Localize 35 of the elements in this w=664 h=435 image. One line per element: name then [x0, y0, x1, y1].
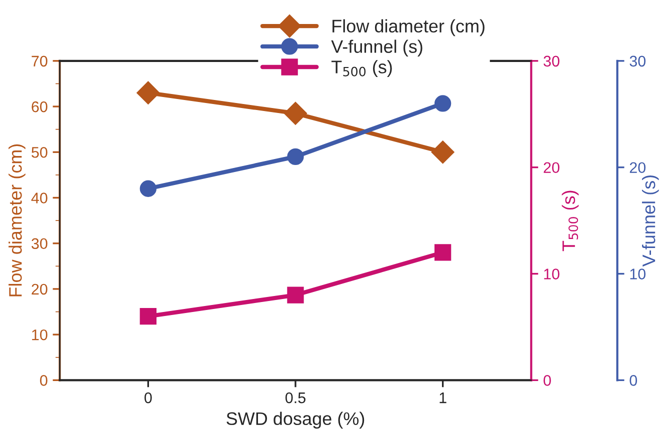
point — [140, 180, 156, 197]
y2-tick-label: 30 — [544, 56, 560, 67]
x-axis-title: SWD dosage (%) — [226, 412, 364, 429]
y-tick-label: 60 — [32, 101, 48, 112]
y3-tick-label: 20 — [630, 162, 646, 174]
y3-tick-label: 10 — [630, 268, 646, 280]
x-tick-label: 1 — [440, 392, 446, 404]
legend-label: T$_{500}$ (s) — [331, 60, 392, 77]
y-tick-label: 70 — [32, 56, 48, 67]
legend-label: V-funnel (s) — [331, 40, 422, 57]
point — [434, 95, 452, 112]
y3-axis-title: V-funnel (s) — [642, 176, 659, 267]
point — [287, 148, 304, 166]
point — [434, 244, 452, 261]
y-tick-label: 0 — [40, 375, 48, 386]
point — [140, 308, 156, 325]
y-tick-label: 10 — [32, 329, 48, 340]
point — [287, 286, 304, 304]
y3-tick-label: 0 — [630, 375, 638, 386]
y-tick-label: 50 — [32, 146, 48, 158]
y2-tick-label: 0 — [544, 375, 551, 386]
y-tick-label: 30 — [32, 238, 48, 250]
y2-tick-label: 20 — [544, 162, 560, 174]
y3-tick-label: 30 — [630, 56, 646, 67]
point — [284, 102, 307, 125]
point — [431, 140, 454, 164]
y2-axis-title: T$_{500}$ (s) — [562, 190, 579, 252]
x-tick-label: 0.5 — [285, 392, 306, 404]
y-tick-label: 20 — [32, 284, 48, 295]
legend-label: Flow diameter (cm) — [332, 19, 484, 36]
point — [136, 81, 160, 104]
y2-tick-label: 10 — [544, 268, 560, 280]
x-tick-label: 0 — [144, 392, 152, 404]
y-axis-title: Flow diameter (cm) — [8, 144, 26, 296]
y-tick-label: 40 — [31, 192, 48, 204]
